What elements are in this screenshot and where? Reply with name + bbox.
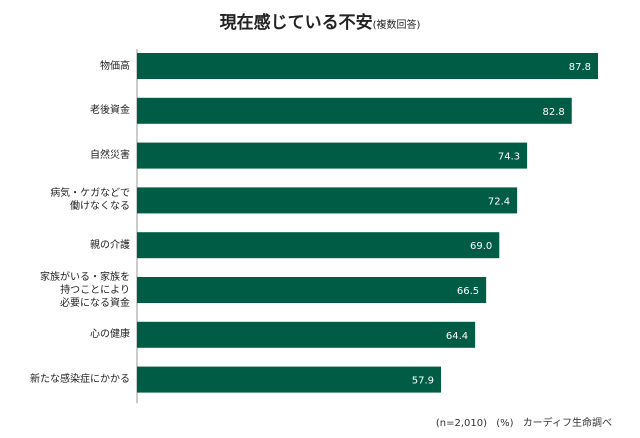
chart-footer: (n=2,010) (%) カーディフ生命調べ <box>436 414 612 429</box>
value-label: 64.4 <box>446 331 468 342</box>
bar <box>137 142 528 169</box>
value-label: 82.8 <box>542 107 564 118</box>
category-label: 自然災害 <box>90 150 130 162</box>
source-label: カーディフ生命調べ <box>522 418 612 429</box>
bar <box>137 53 598 79</box>
sample-size: (n=2,010) <box>435 418 487 429</box>
value-label: 57.9 <box>412 376 434 387</box>
value-label: 74.3 <box>498 152 520 163</box>
category-label: 病気・ケガなどで 働けなくなる <box>50 188 130 213</box>
value-label: 72.4 <box>488 196 510 207</box>
bar <box>137 232 500 259</box>
bar <box>137 366 442 393</box>
chart-title: 現在感じている不安(複数回答) <box>0 8 640 33</box>
category-label: 老後資金 <box>90 105 130 117</box>
category-label: 新たな感染症にかかる <box>30 374 130 386</box>
category-label: 家族がいる・家族を 持つことにより 必要になる資金 <box>40 271 130 309</box>
chart-subtitle: (複数回答) <box>372 20 421 31</box>
value-label: 69.0 <box>470 241 492 252</box>
title-text: 現在感じている不安 <box>219 13 373 33</box>
bar <box>137 321 476 348</box>
category-label: 物価高 <box>100 60 130 72</box>
bar <box>137 187 518 214</box>
bar <box>137 277 487 303</box>
value-label: 66.5 <box>457 286 479 297</box>
unit-label: (%) <box>496 418 514 429</box>
category-label: 心の健康 <box>90 329 130 341</box>
category-label: 親の介護 <box>90 239 130 251</box>
value-label: 87.8 <box>569 62 591 73</box>
bar <box>137 97 572 124</box>
